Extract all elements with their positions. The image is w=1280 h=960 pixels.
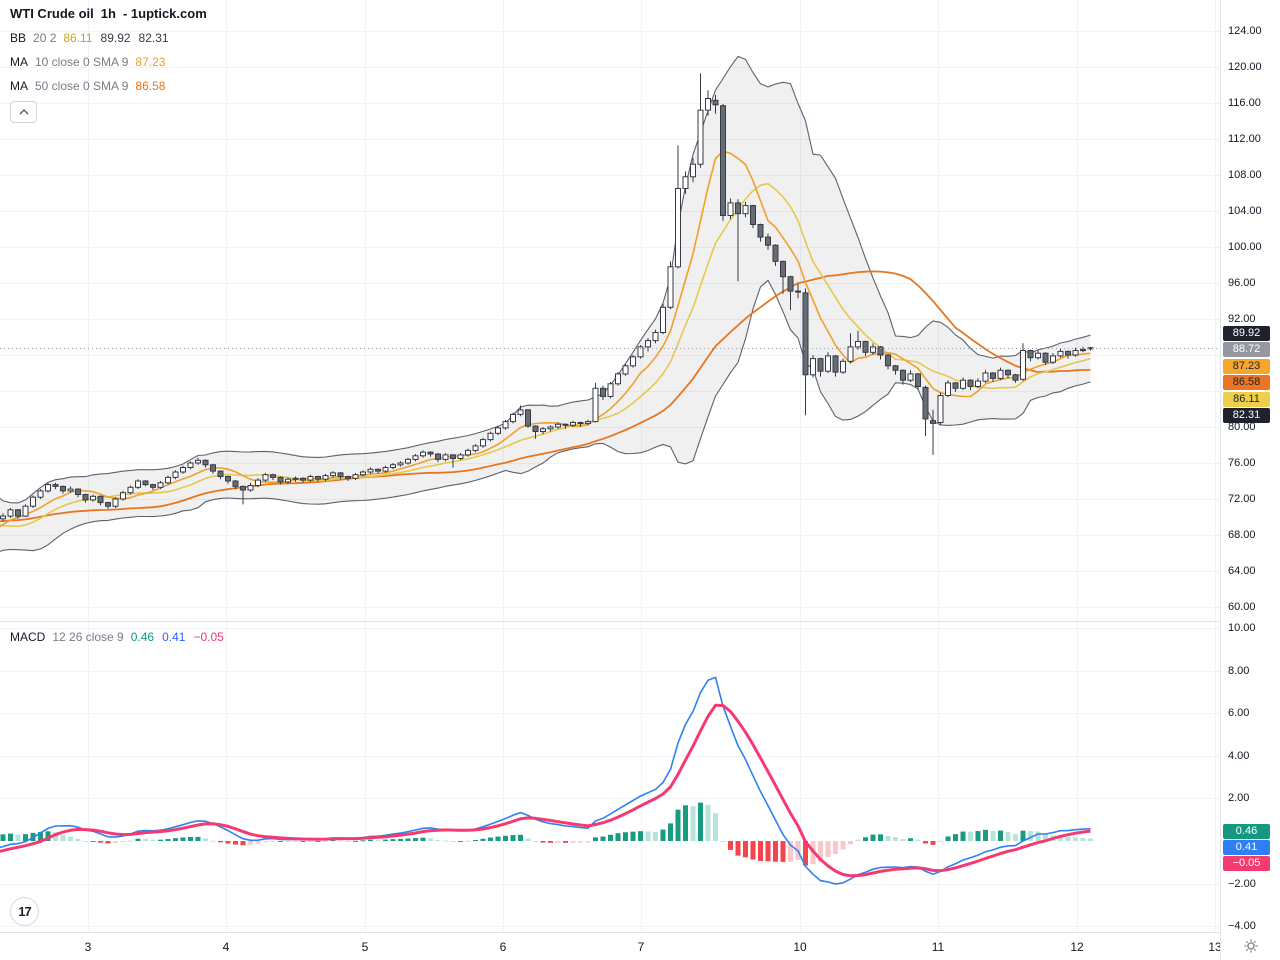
price-tick-label: 60.00: [1228, 601, 1256, 613]
price-axis[interactable]: 124.00 120.00 116.00 112.00 108.00 104.00 100.…: [1220, 0, 1280, 932]
macd-hist-value: 0.46: [130, 630, 155, 644]
macd-label-−0.05: −0.05: [1223, 856, 1270, 871]
chart-settings-gear-icon[interactable]: [1243, 938, 1259, 954]
bb-basis-value: 86.11: [63, 31, 93, 45]
legend: WTI Crude oil 1h - 1uptick.com BB 20 2 8…: [10, 6, 207, 93]
macd-tick-label: −4.00: [1228, 920, 1256, 933]
time-tick-label-6: 6: [499, 940, 507, 954]
time-tick-label-12: 12: [1070, 940, 1084, 954]
ma-fast-legend-row[interactable]: MA 10 close 0 SMA 9 87.23: [10, 55, 207, 69]
price-label-89.92: 89.92: [1223, 326, 1270, 341]
price-tick-label: 68.00: [1228, 529, 1256, 541]
macd-tick-label: 6.00: [1228, 707, 1250, 720]
indicator-params: 20 2: [33, 31, 57, 45]
indicator-params: 12 26 close 9: [52, 630, 124, 644]
price-label-82.31: 82.31: [1223, 408, 1270, 423]
symbol-name: WTI Crude oil: [10, 6, 94, 21]
ma-slow-legend-row[interactable]: MA 50 close 0 SMA 9 86.58: [10, 79, 207, 93]
bb-upper-value: 89.92: [100, 31, 131, 45]
macd-tick-label: −2.00: [1228, 877, 1256, 890]
bollinger-legend-row[interactable]: BB 20 2 86.11 89.92 82.31: [10, 31, 207, 45]
macd-tick-label: 4.00: [1228, 749, 1250, 762]
chart-canvas[interactable]: [0, 0, 1220, 932]
chart-title[interactable]: WTI Crude oil 1h - 1uptick.com: [10, 6, 207, 21]
time-tick-label-11: 11: [931, 940, 945, 954]
price-tick-label: 108.00: [1228, 169, 1262, 181]
price-tick-label: 120.00: [1228, 61, 1262, 73]
price-label-86.58: 86.58: [1223, 375, 1270, 390]
price-tick-label: 64.00: [1228, 565, 1256, 577]
indicator-name: MA: [10, 79, 28, 93]
price-tick-label: 100.00: [1228, 241, 1262, 253]
time-tick-label-10: 10: [793, 940, 807, 954]
price-tick-label: 80.00: [1228, 421, 1256, 433]
price-tick-label: 116.00: [1228, 97, 1261, 109]
price-tick-label: 72.00: [1228, 493, 1256, 505]
time-axis[interactable]: 3 4 5 6 7 10 11 12 13: [0, 932, 1280, 960]
time-tick-label-5: 5: [361, 940, 369, 954]
candles: [0, 73, 1094, 522]
time-tick-label-7: 7: [637, 940, 645, 954]
indicator-params: 10 close 0 SMA 9: [35, 55, 129, 69]
chevron-up-icon: [18, 109, 29, 115]
macd-label-0.41: 0.41: [1223, 840, 1270, 855]
price-tick-label: 92.00: [1228, 313, 1256, 325]
indicator-name: BB: [10, 31, 27, 45]
price-label-86.11: 86.11: [1223, 392, 1270, 407]
interval-label: 1h: [100, 6, 116, 21]
price-label-87.23: 87.23: [1223, 359, 1270, 374]
price-tick-label: 76.00: [1228, 457, 1256, 469]
ma-fast-value: 87.23: [135, 55, 166, 69]
indicator-name: MA: [10, 55, 28, 69]
time-tick-label-13: 13: [1208, 940, 1222, 954]
macd-tick-label: 10.00: [1228, 622, 1256, 634]
price-tick-label: 96.00: [1228, 277, 1256, 289]
collapse-legend-button[interactable]: [10, 101, 37, 123]
price-tick-label: 112.00: [1228, 133, 1261, 145]
macd-tick-label: 2.00: [1228, 792, 1250, 805]
bb-lower-value: 82.31: [138, 31, 169, 45]
ma-slow-value: 86.58: [135, 79, 166, 93]
pane-separator[interactable]: [0, 621, 1280, 622]
macd-line-value: 0.41: [162, 630, 186, 644]
macd-legend-row[interactable]: MACD 12 26 close 9 0.46 0.41 −0.05: [10, 630, 224, 644]
axis-corner: [1220, 932, 1280, 960]
macd-signal-value: −0.05: [193, 630, 224, 644]
price-tick-label: 104.00: [1228, 205, 1262, 217]
indicator-name: MACD: [10, 630, 46, 644]
price-tick-label: 124.00: [1228, 25, 1262, 37]
time-tick-label-4: 4: [222, 940, 230, 954]
macd-label-0.46: 0.46: [1223, 824, 1270, 839]
indicator-params: 50 close 0 SMA 9: [35, 79, 129, 93]
macd-tick-label: 8.00: [1228, 664, 1250, 677]
source-label: - 1uptick.com: [122, 6, 207, 21]
time-tick-label-3: 3: [84, 940, 92, 954]
tradingview-logo[interactable]: 17: [10, 897, 39, 926]
price-label-88.72: 88.72: [1223, 342, 1270, 357]
